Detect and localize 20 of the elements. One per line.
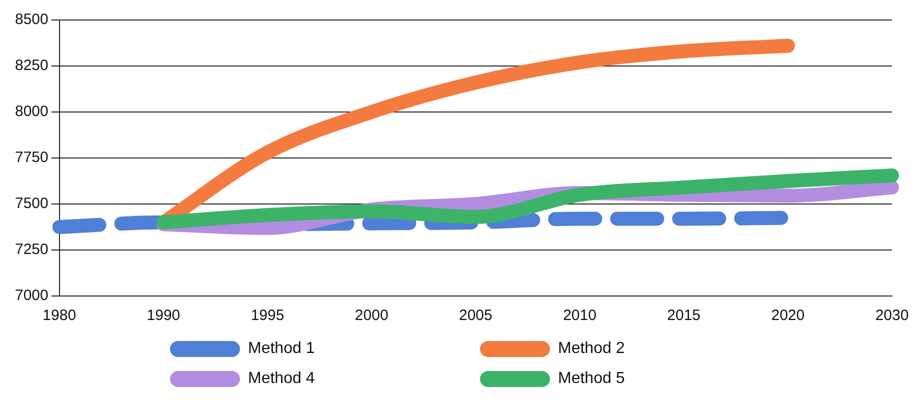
legend-label: Method 5 — [558, 370, 625, 388]
x-tick-label: 1980 — [42, 307, 76, 324]
y-tick-label: 8500 — [14, 11, 48, 28]
legend-label: Method 1 — [248, 340, 315, 358]
x-tick-label: 2015 — [667, 307, 701, 324]
y-tick-label: 8250 — [14, 57, 48, 74]
x-tick-label: 2030 — [875, 307, 909, 324]
y-tick-label: 7000 — [14, 287, 48, 304]
x-tick-label: 1990 — [146, 307, 180, 324]
legend-label: Method 4 — [248, 370, 315, 388]
y-tick-label: 7250 — [14, 241, 48, 258]
x-tick-label: 2005 — [458, 307, 492, 324]
x-tick-label: 2020 — [771, 307, 805, 324]
x-tick-label: 2000 — [354, 307, 388, 324]
x-tick-label: 1995 — [250, 307, 284, 324]
x-tick-label: 2010 — [563, 307, 596, 324]
legend-label: Method 2 — [558, 340, 625, 358]
y-tick-label: 7750 — [14, 149, 48, 166]
y-tick-label: 7500 — [14, 195, 48, 212]
y-tick-label: 8000 — [14, 103, 48, 120]
